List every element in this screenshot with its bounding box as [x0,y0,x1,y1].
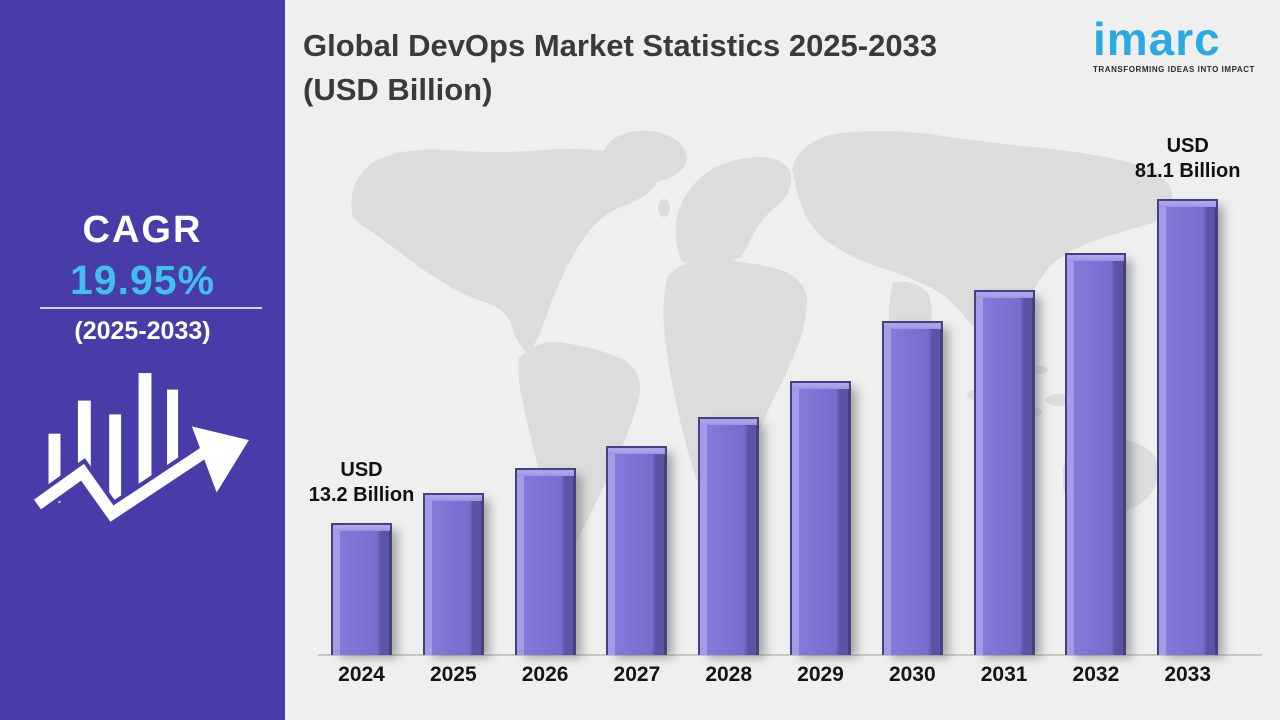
x-tick-2031: 2031 [980,663,1028,686]
bar-2028 [698,417,760,655]
bar-2031 [973,290,1035,655]
x-tick-2024: 2024 [338,663,385,686]
x-tick-2025: 2025 [429,663,477,686]
map-north-america [351,148,658,354]
map-europe [675,157,792,267]
imarc-logo: imarc TRANSFORMING IDEAS INTO IMPACT [1093,16,1268,74]
bar-2032 [1065,253,1127,655]
bar-2025 [422,493,484,655]
chart-title-line1: Global DevOps Market Statistics 2025-203… [303,28,938,63]
map-uk [658,199,670,217]
cagr-sidebar: CAGR 19.95% (2025-2033) [0,0,285,720]
x-tick-2033: 2033 [1164,663,1212,686]
x-tick-2032: 2032 [1072,663,1120,686]
cagr-period: (2025-2033) [74,317,211,345]
value-label-2033: USD 81.1 Billion [1134,135,1241,182]
map-island [1032,366,1048,374]
bar-2027 [606,446,668,655]
x-tick-2029: 2029 [797,663,844,686]
x-axis-baseline [318,654,1262,656]
bar-2030 [881,321,943,655]
growth-chart-arrow-icon [31,373,257,528]
bar-2026 [514,468,576,655]
cagr-label: CAGR [82,209,203,251]
bar-2024 [331,523,392,655]
x-tick-2027: 2027 [613,663,661,686]
chart-title-line2: (USD Billion) [303,72,493,107]
value-label-2024: USD 13.2 Billion [308,459,415,506]
chart-title: Global DevOps Market Statistics 2025-203… [303,24,1103,112]
imarc-logo-text: imarc [1093,13,1221,65]
cagr-value: 19.95% [69,257,216,303]
bar-2029 [790,381,851,655]
x-tick-2026: 2026 [521,663,569,686]
map-asia [792,131,1173,346]
cagr-divider [40,307,262,309]
bar-2033 [1157,199,1219,655]
map-greenland [599,130,687,189]
imarc-logo-tagline: TRANSFORMING IDEAS INTO IMPACT [1093,65,1255,74]
x-tick-2028: 2028 [705,663,753,686]
x-tick-2030: 2030 [888,663,936,686]
